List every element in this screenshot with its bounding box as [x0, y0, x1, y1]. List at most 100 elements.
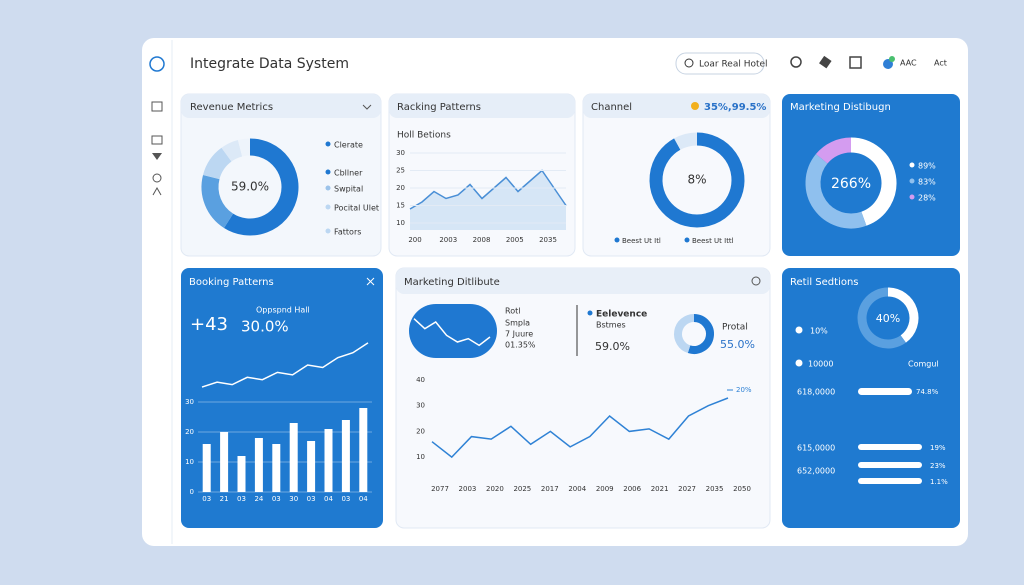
- search-icon: [684, 58, 694, 68]
- donut-slice: [815, 137, 852, 164]
- legend-dot: [909, 162, 915, 168]
- legend-label: Beest Ut Itl: [622, 237, 661, 245]
- x-tick-label: 2004: [568, 485, 586, 493]
- card-text: Smpla: [505, 319, 530, 328]
- panel-header: [396, 268, 770, 294]
- kpi-label: Oppspnd Hall: [256, 306, 310, 315]
- row-text: 615,0000: [797, 444, 835, 453]
- legend-label: 28%: [918, 194, 936, 203]
- icon-button[interactable]: [849, 56, 862, 69]
- action-link[interactable]: Act: [934, 59, 947, 68]
- badge-icon: [691, 102, 699, 110]
- x-tick-label: 2005: [506, 236, 524, 244]
- search-box[interactable]: [675, 52, 765, 75]
- line: [413, 318, 491, 347]
- icon-button[interactable]: [819, 55, 832, 69]
- panel-icon[interactable]: [751, 276, 761, 286]
- panel: [388, 93, 576, 257]
- donut-slice: [887, 287, 919, 343]
- donut-center: 266%: [831, 176, 871, 192]
- x-tick-label: 03: [272, 495, 281, 503]
- y-tick-label: 30: [185, 398, 194, 406]
- bar: [220, 432, 229, 492]
- bar: [341, 420, 350, 492]
- row-text: 652,0000: [797, 467, 835, 476]
- logo[interactable]: [149, 56, 165, 72]
- row-text: 23%: [930, 462, 946, 470]
- legend-dot: [614, 237, 620, 243]
- y-tick-label: 10: [416, 453, 425, 461]
- x-tick-label: 2077: [431, 485, 449, 493]
- donut-slice: [237, 138, 251, 157]
- x-tick-label: 2003: [459, 485, 477, 493]
- bar: [237, 456, 246, 492]
- x-tick-label: 2025: [513, 485, 531, 493]
- progress-bar: [858, 388, 912, 395]
- x-tick-label: 2050: [733, 485, 751, 493]
- chevron[interactable]: [362, 104, 372, 110]
- y-tick-label: 20: [396, 184, 405, 192]
- x-tick-label: 30: [289, 495, 298, 503]
- row-text: 19%: [930, 444, 946, 452]
- badge: 35%,99.5%: [704, 102, 766, 113]
- progress-bar: [858, 478, 922, 484]
- x-tick-label: 2017: [541, 485, 559, 493]
- y-tick-label: 10: [396, 219, 405, 227]
- legend-label: 89%: [918, 162, 936, 171]
- panel-title: Marketing Distibugn: [790, 102, 891, 113]
- x-tick-label: 03: [237, 495, 246, 503]
- legend-dot: [909, 194, 915, 200]
- donut-slice: [203, 147, 232, 180]
- line: [431, 397, 729, 459]
- legend-label: Fattors: [334, 228, 361, 237]
- nav-icon[interactable]: [152, 186, 162, 196]
- donut-center: 40%: [876, 312, 900, 325]
- nav-icon[interactable]: [151, 135, 163, 145]
- progress-bar: [858, 444, 922, 450]
- donut-slice: [674, 314, 695, 354]
- app-title: Integrate Data System: [190, 56, 349, 72]
- legend-dot: [325, 185, 331, 191]
- y-tick-label: 30: [396, 149, 405, 157]
- x-tick-label: 2035: [706, 485, 724, 493]
- donut-slice: [221, 140, 243, 162]
- kpi: +43: [190, 314, 228, 335]
- x-tick-label: 03: [202, 495, 211, 503]
- x-tick-label: 2035: [539, 236, 557, 244]
- kpi-value: 30.0%: [241, 318, 289, 336]
- y-tick-label: 25: [396, 167, 405, 175]
- annotation: 20%: [736, 386, 752, 394]
- legend-label: Cbllner: [334, 169, 363, 178]
- line: [201, 342, 369, 388]
- panel-title: Racking Patterns: [397, 102, 481, 113]
- bar: [202, 444, 211, 492]
- area: [410, 170, 566, 230]
- search-text: Loar Real Hotel: [699, 60, 768, 70]
- bar: [289, 423, 298, 492]
- donut-slice: [857, 287, 906, 349]
- progress-bar: [858, 462, 922, 468]
- bar: [272, 444, 281, 492]
- nav-icon[interactable]: [151, 101, 163, 112]
- close-button[interactable]: [366, 277, 375, 286]
- user-name: AAC: [900, 59, 917, 68]
- donut-slice: [224, 138, 299, 236]
- y-tick-label: 20: [416, 427, 425, 435]
- legend-dot: [325, 228, 331, 234]
- nav-icon[interactable]: [152, 153, 162, 160]
- x-tick-label: 2020: [486, 485, 504, 493]
- panel-title: Channel: [591, 102, 632, 113]
- stat-value: 55.0%: [720, 338, 755, 351]
- stat-label: Bstmes: [596, 321, 626, 330]
- panel-header: [389, 94, 575, 118]
- card-text: 7 Juure: [505, 330, 533, 339]
- y-tick-label: 10: [185, 458, 194, 466]
- x-tick-label: 200: [408, 236, 421, 244]
- legend-label: Beest Ut Ittl: [692, 237, 734, 245]
- bar: [307, 441, 316, 492]
- icon-button[interactable]: [790, 56, 802, 68]
- stat-label: Protal: [722, 323, 748, 333]
- nav-icon[interactable]: [152, 173, 162, 183]
